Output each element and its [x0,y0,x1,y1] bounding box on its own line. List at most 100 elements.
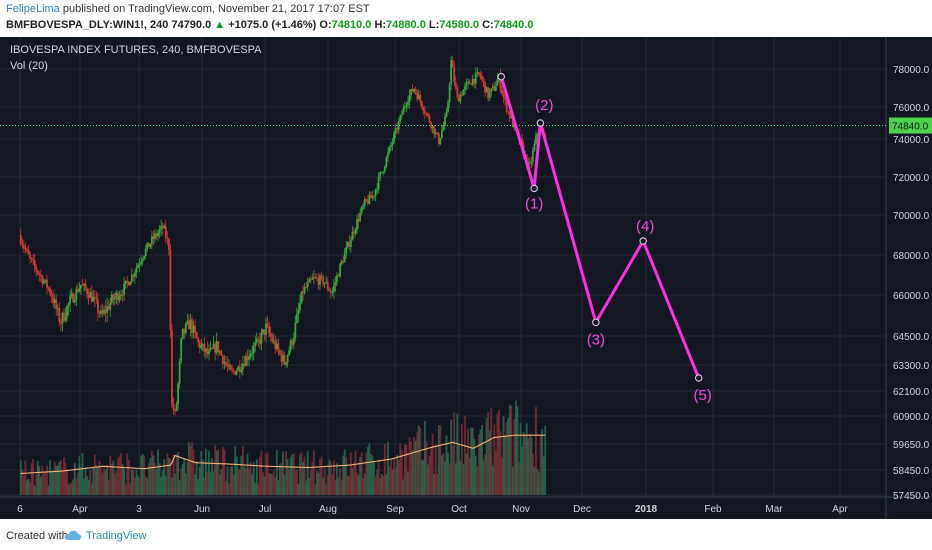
candle-body [294,322,297,338]
volume-bar [507,418,510,495]
candle-body [184,323,187,334]
candle-body [299,303,301,310]
volume-bar [382,475,385,495]
candle-body [470,83,473,85]
volume-bar [439,425,442,495]
candle-body [427,113,429,116]
candle-body [316,277,318,279]
candle-body [405,104,408,107]
wave-path [499,76,701,379]
candle-body [382,171,385,173]
volume-bar [316,470,318,495]
volume-bar [78,456,81,495]
volume-bar [204,448,207,495]
candle-body [444,116,446,126]
candle-body [289,340,292,351]
candle-body [189,319,192,330]
time-tick-label: Aug [319,504,337,515]
volume-bar [323,468,326,495]
candle-body [177,383,180,405]
candle-body [510,117,513,119]
candle-body [411,89,414,92]
candle-body [416,92,419,100]
volume-bar [98,460,101,495]
candle-body [528,162,531,164]
volume-bar [175,454,178,495]
candle-body [291,340,294,345]
wave-point [530,184,538,193]
volume-bar [498,409,500,495]
candle-body [47,287,50,289]
candle-body [32,259,35,261]
volume-bar [81,452,84,495]
candle-body [110,294,113,303]
volume-bar [354,450,357,495]
volume-bar [419,427,422,495]
volume-bar [349,452,352,495]
volume-bar [92,467,95,495]
volume-bar [181,464,184,495]
candle-body [366,200,369,204]
volume-bar [44,472,47,495]
candle-body [459,94,462,102]
volume-bar [200,451,203,495]
volume-bar [103,466,105,495]
volume-bar [400,450,403,495]
volume-bars [19,400,547,495]
volume-bar [374,475,377,495]
volume-bar [120,453,122,495]
price-chart[interactable]: (1) (2) (3) (4) (5) 78000.0 76000.0 74000.0 720… [0,37,932,519]
candle-body [191,319,193,333]
volume-bar [494,450,497,495]
candle-body [447,102,449,112]
candle-body [325,281,328,284]
tradingview-link[interactable]: TradingView [86,530,147,542]
candle-body [300,291,303,304]
author-link[interactable]: FelipeLima [6,3,60,15]
volume-bar [46,465,48,495]
volume-bar [177,451,180,495]
candle-body [440,130,443,138]
volume-bar [269,473,272,495]
candle-body [456,87,459,97]
candle-body [35,266,38,271]
volume-bar [106,465,109,495]
volume-bar [183,458,186,495]
volume-bar [96,466,99,495]
time-tick-label: Mar [765,504,783,515]
volume-bar [191,441,193,495]
time-axis[interactable]: 6 Apr 3 Jun Jul Aug Sep Oct Nov Dec 2018 Feb Mar Apr [17,504,848,515]
candle-body [383,166,386,172]
candle-body [87,293,90,298]
volume-bar [27,478,30,495]
volume-bar [413,437,416,495]
volume-bar [132,470,135,495]
candle-body [464,85,466,90]
candle-body [328,288,331,292]
volume-bar [215,450,218,495]
volume-bar [22,475,25,495]
volume-bar [414,440,417,495]
price-axis[interactable]: 78000.0 76000.0 74000.0 72000.0 70000.0 68000… [893,65,930,502]
volume-bar [536,469,539,495]
volume-bar [47,485,50,495]
publish-info: FelipeLima published on TradingView.com,… [6,3,370,15]
candle-body [206,348,209,355]
candle-body [123,283,126,295]
candle-body [96,299,99,313]
candle-body [283,355,286,365]
volume-bar [396,454,399,495]
volume-bar [428,455,431,495]
candle-body [166,237,169,240]
volume-bar [138,478,141,495]
candle-body [410,89,412,96]
volume-bar [422,459,425,495]
volume-bar [303,456,306,495]
elliott-wave-projection: (1) (2) (3) (4) (5) [497,72,712,404]
low-value: 74580.0 [439,19,480,31]
candle-body [211,347,213,349]
volume-bar [538,472,540,495]
volume-bar [346,475,349,495]
price-tick-label: 68000.0 [893,251,930,262]
volume-bar [511,466,514,495]
